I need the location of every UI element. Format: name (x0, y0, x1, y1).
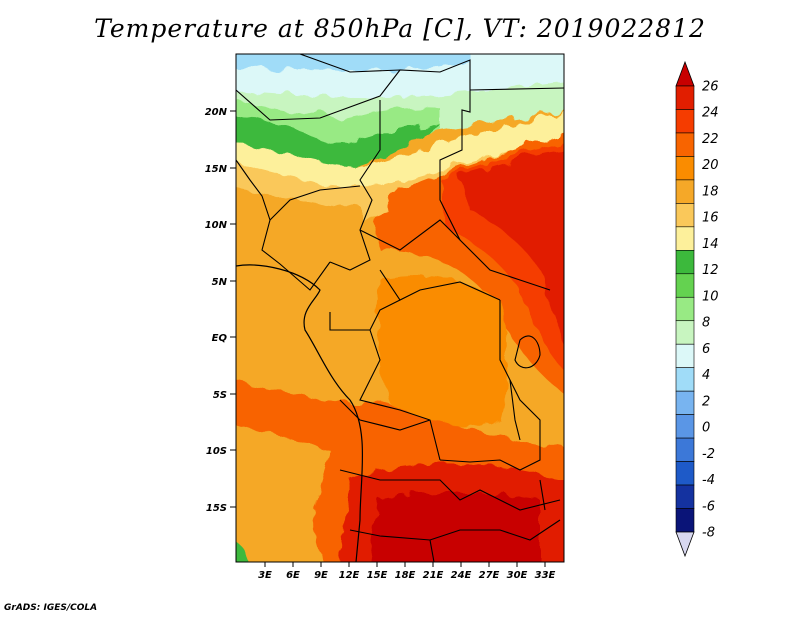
colorbar-label: 20 (702, 158, 719, 173)
field-east-hottest (460, 150, 564, 342)
colorbar-label: -4 (702, 473, 715, 488)
border-segment (429, 539, 435, 562)
plot-frame (235, 53, 565, 563)
field-west-orange (236, 187, 360, 302)
colorbar-label: 0 (702, 421, 710, 436)
border-segment (339, 399, 431, 431)
colorbar-swatch (675, 226, 695, 251)
colorbar-label: 22 (702, 132, 719, 147)
colorbar-swatch (675, 343, 695, 368)
colorbar-swatch (675, 367, 695, 392)
border-segment (349, 519, 561, 541)
colorbar-label: 14 (702, 237, 719, 252)
colorbar-label: -2 (702, 447, 715, 462)
colorbar-swatch (675, 156, 695, 181)
colorbar-swatch (675, 461, 695, 486)
colorbar-label: 16 (702, 211, 719, 226)
colorbar-label: 2 (702, 394, 710, 409)
field-dark-green (236, 114, 440, 167)
colorbar-label: 18 (702, 184, 719, 199)
colorbar-swatch (675, 85, 695, 110)
x-tick-label: 9E (314, 570, 328, 581)
x-tick-label: 27E (479, 570, 500, 581)
y-tick-label: 5S (213, 390, 227, 401)
colorbar-label: 26 (702, 80, 719, 95)
colorbar-swatch (675, 179, 695, 204)
colorbar-swatch (675, 484, 695, 509)
x-tick-label: 3E (258, 570, 272, 581)
colorbar-swatch (675, 273, 695, 298)
y-tick-label: 15N (205, 164, 228, 175)
temperature-field (236, 54, 564, 562)
border-segment (329, 100, 381, 271)
x-axis: 3E 6E 9E 12E 15E 18E 21E 24E 27E 30E 33E (258, 562, 556, 581)
border-segment (299, 54, 401, 73)
border-segment (236, 159, 331, 291)
field-central-basin (376, 276, 508, 428)
colorbar-swatch (675, 109, 695, 134)
colorbar-label: 4 (702, 368, 710, 383)
y-tick-label: 20N (205, 107, 228, 118)
colorbar-swatch (675, 437, 695, 462)
colorbar-swatch (675, 414, 695, 439)
lake-victoria (514, 335, 541, 369)
colorbar-swatch (675, 203, 695, 228)
border-segment (379, 269, 501, 301)
colorbar-bottom-arrow (675, 531, 695, 558)
field-north-cold (236, 54, 470, 72)
colorbar-label: -6 (702, 499, 715, 514)
border-segment (339, 469, 561, 511)
x-tick-label: 24E (451, 570, 472, 581)
map-title: Temperature at 850hPa [C], VT: 201902281… (94, 14, 706, 43)
colorbar-swatches (675, 60, 695, 558)
field-corner-green (236, 541, 249, 562)
country-borders (236, 54, 564, 562)
border-segment (269, 185, 361, 221)
x-tick-label: 30E (507, 570, 528, 581)
colorbar-label: 10 (702, 289, 719, 304)
colorbar-label: 6 (702, 342, 710, 357)
colorbar-label: -8 (702, 526, 715, 541)
x-tick-label: 33E (535, 570, 556, 581)
border-segment (236, 59, 551, 291)
field-pale-yellow (236, 112, 564, 197)
grads-credit: GrADS: IGES/COLA (4, 603, 98, 613)
y-tick-label: 5N (212, 277, 228, 288)
x-tick-label: 18E (395, 570, 416, 581)
colorbar-swatch (675, 132, 695, 157)
colorbar-swatch (675, 320, 695, 345)
border-segment (359, 329, 441, 461)
y-axis: 20N 15N 10N 5N EQ 5S 10S 15S (205, 107, 236, 514)
colorbar-label: 8 (702, 316, 710, 331)
border-segment (359, 219, 461, 251)
colorbar-top-arrow (675, 60, 695, 87)
colorbar-swatch (675, 296, 695, 322)
border-segment (439, 300, 541, 471)
coastline (236, 264, 364, 562)
colorbar-label: 12 (702, 263, 719, 278)
x-tick-label: 15E (367, 570, 388, 581)
lake-tanganyika (509, 379, 521, 441)
field-southwest (236, 422, 330, 562)
colorbar-swatch (675, 508, 695, 533)
field-south-hottest (371, 492, 540, 562)
border-segment (469, 87, 564, 91)
y-tick-label: 10N (205, 220, 228, 231)
lake-malawi (539, 479, 546, 511)
y-tick-label: 15S (206, 503, 227, 514)
x-tick-label: 12E (339, 570, 360, 581)
y-tick-label: 10S (206, 446, 227, 457)
colorbar-label: 24 (702, 106, 719, 121)
x-tick-label: 21E (423, 570, 444, 581)
colorbar-swatch (675, 390, 695, 415)
y-tick-label: EQ (212, 333, 228, 344)
colorbar-swatch (675, 250, 695, 275)
x-tick-label: 6E (286, 570, 300, 581)
